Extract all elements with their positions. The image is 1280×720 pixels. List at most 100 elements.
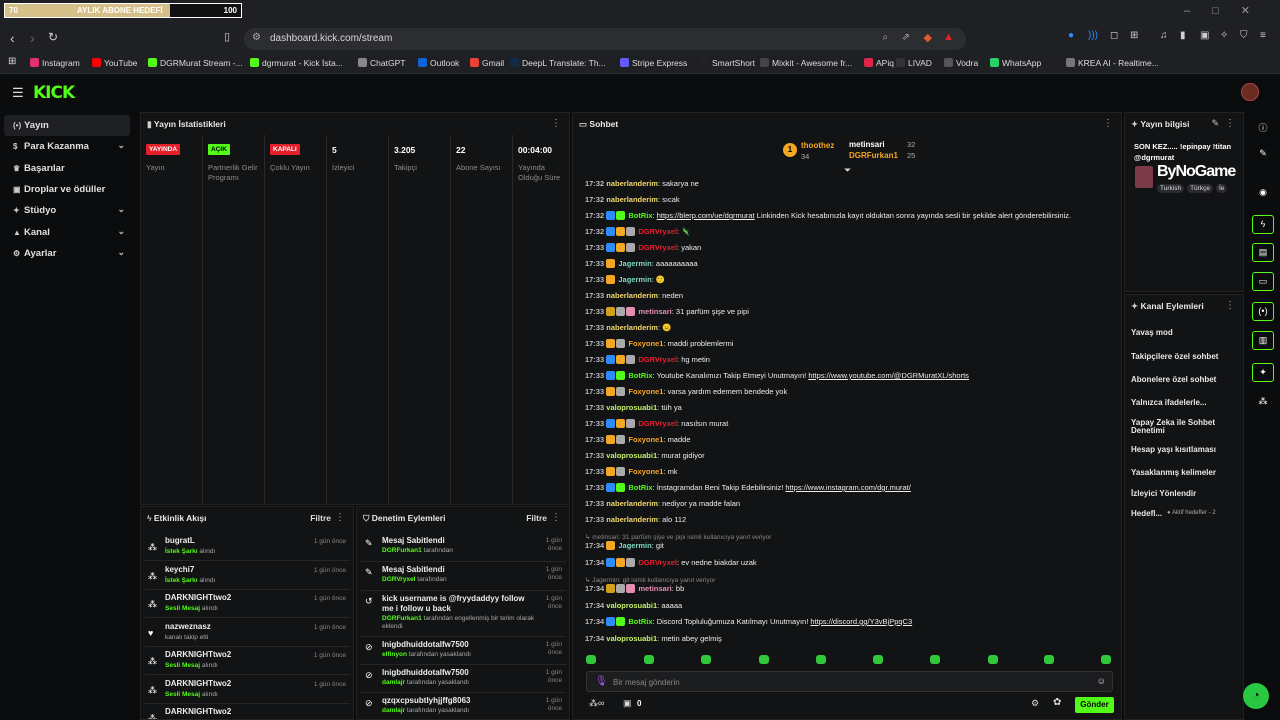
bookmark-item[interactable]: YouTube [92, 58, 137, 68]
message-link[interactable]: https://www.instagram.com/dgr.murat/ [785, 483, 911, 492]
chat-username[interactable]: metinsari [638, 584, 672, 593]
chat-username[interactable]: valoprosuabi1 [606, 403, 658, 412]
sidebar-item[interactable]: (•) Yayın [4, 115, 130, 136]
microphone-icon[interactable]: 🎙 [595, 676, 608, 687]
chat-settings-icon[interactable]: ⚙ [1031, 698, 1040, 708]
channel-action-item[interactable]: Hedefl...● Aktif hedefler - 2› [1131, 509, 1243, 518]
menu-icon[interactable]: ≡ [1260, 30, 1266, 41]
chat-username[interactable]: Foxyone1 [628, 387, 664, 396]
chat-username[interactable]: BotRix [628, 483, 653, 492]
chat-message[interactable]: 17:33 Foxyone1: madde [585, 435, 691, 444]
chat-message[interactable]: 17:33 BotRix: Youtube Kanalımızı Takip E… [585, 371, 969, 380]
moderation-item[interactable]: ⊘ lnigbdhuiddotalfw7500 elfinyon tarafında… [361, 637, 566, 665]
emote-icon[interactable] [644, 655, 654, 664]
chat-username[interactable]: naberlanderim [606, 499, 658, 508]
emote-icon[interactable] [1044, 655, 1054, 664]
apps-icon[interactable]: ⊞ [8, 56, 17, 67]
message-link[interactable]: https://blerp.com/ue/dgrmurat [656, 211, 755, 220]
activity-username[interactable]: nazweznasz [165, 621, 211, 631]
activity-username[interactable]: DARKNIGHTtwo2 [165, 650, 232, 659]
kick-logo[interactable]: KICK [33, 83, 75, 103]
sidebar-item[interactable]: ▣ Droplar ve ödüller [4, 179, 130, 200]
chat-message[interactable]: 17:33 valoprosuabi1: tüh ya [585, 403, 682, 412]
chat-message[interactable]: 17:34 valoprosuabi1: aaaaa [585, 600, 683, 610]
moderation-item[interactable]: ✎ Mesaj Sabitlendi DGRVryxel tarafından 1 g… [361, 562, 566, 591]
media-icon[interactable]: ♫ [1160, 30, 1168, 41]
chat-username[interactable]: Jagermin [618, 541, 652, 550]
activity-item[interactable]: ⁂ DARKNIGHTtwo2 Sesli Mesaj alındı 1 gün ön… [145, 647, 350, 675]
channel-action-item[interactable]: Abonelere özel sohbet [1131, 375, 1243, 384]
chat-username[interactable]: valoprosuabi1 [606, 451, 658, 460]
sidebar-item[interactable]: ♛ Başarılar [4, 158, 130, 179]
chat-message[interactable]: 17:33 Jagermin: 🙂 [585, 275, 666, 284]
chat-message[interactable]: 17:33 DGRVryxel: yakan [585, 243, 702, 252]
bookmark-item[interactable]: Outlook [418, 58, 459, 68]
info-icon[interactable]: ⓘ [1258, 123, 1268, 133]
chat-username[interactable]: naberlanderim [606, 195, 658, 204]
chat-username[interactable]: naberlanderim [606, 515, 658, 524]
bookmark-item[interactable]: DGRMurat Stream -... [148, 58, 243, 68]
note-icon[interactable]: ▤ [1252, 243, 1274, 262]
activity-item[interactable]: ⁂ DARKNIGHTtwo2 Sesli Mesaj alındı 1 gün ön… [145, 590, 350, 618]
emote-icon[interactable] [586, 655, 596, 664]
activity-item[interactable]: ⁂ DARKNIGHTtwo2 Sesli Mesaj alındı 1 gün ön… [145, 676, 350, 704]
window-controls[interactable]: –□✕ [1184, 5, 1272, 17]
activity-item[interactable]: ♥ nazweznasz kanalı takip etti 1 gün önce [145, 619, 350, 647]
chat-username[interactable]: BotRix [628, 371, 653, 380]
gift-icon[interactable]: ▣ [623, 698, 632, 708]
lightning-icon[interactable]: ϟ [1252, 215, 1274, 234]
activity-item[interactable]: ⁂ keychi7 İstek Şarkı alındı 1 gün önce [145, 562, 350, 590]
edit-icon[interactable]: ✎ [1259, 148, 1267, 158]
chat-message[interactable]: 17:33 valoprosuabi1: murat gidiyor [585, 451, 705, 460]
top-gifter-2[interactable]: metinsari [849, 140, 885, 149]
bookmark-item[interactable]: KREA AI - Realtime... [1066, 58, 1159, 68]
bookmark-item[interactable]: ChatGPT [358, 58, 405, 68]
bookmark-item[interactable]: Stripe Express [620, 58, 687, 68]
sidebar-item[interactable]: ✦ Stüdyo ⌄ [4, 200, 130, 221]
chat-message[interactable]: 17:34 metinsari: bb [585, 584, 685, 593]
forward-icon[interactable]: › [30, 30, 35, 46]
chat-message[interactable]: 17:32 DGRVryxel: 🦎 [585, 227, 691, 236]
chat-message[interactable]: 17:34 valoprosuabi1: metin abey gelmiş [585, 633, 722, 643]
chat-message[interactable]: 17:34 BotRix: Discord Topluluğumuza Katı… [585, 617, 913, 626]
zoom-icon[interactable]: ⌕ [882, 32, 888, 43]
activity-item[interactable]: ⁂ DARKNIGHTtwo2 [145, 704, 350, 719]
message-link[interactable]: https://www.youtube.com/@DGRMuratXL/shor… [808, 371, 969, 380]
emote-icon[interactable] [759, 655, 769, 664]
channel-action-item[interactable]: Yavaş mod› [1131, 328, 1243, 337]
activity-username[interactable]: DARKNIGHTtwo2 [165, 707, 232, 716]
moderation-item[interactable]: ✎ Mesaj Sabitlendi DGRFurkan1 tarafından 1 … [361, 533, 566, 562]
chat-message[interactable]: 17:34 DGRVryxel: ev nedne biakdar uzak [585, 557, 757, 567]
chat-message[interactable]: 17:32 naberlanderim: sakarya ne [585, 179, 699, 188]
channel-action-item[interactable]: Yalnızca ifadelerle... [1131, 398, 1243, 407]
activity-username[interactable]: DARKNIGHTtwo2 [165, 678, 232, 688]
sidebar-item[interactable]: ▲ Kanal ⌄ [4, 222, 130, 243]
moderation-item[interactable]: ⊘ lnigbdhuiddotalfw7500 damlajr tarafından… [361, 665, 566, 693]
chat-message[interactable]: 17:33 naberlanderim: nediyor ya madde fa… [585, 499, 741, 508]
stream-tag[interactable]: İe [1215, 184, 1228, 193]
chat-username[interactable]: valoprosuabi1 [606, 600, 658, 610]
channel-action-item[interactable]: Takipçilere özel sohbet› [1131, 352, 1243, 361]
stream-tag[interactable]: Türkçe [1187, 184, 1213, 193]
bookmark-item[interactable]: LIVAD [896, 58, 932, 68]
chat-username[interactable]: metinsari [638, 307, 672, 316]
bookmark-item[interactable]: WhatsApp [990, 58, 1041, 68]
chat-message[interactable]: 17:33 naberlanderim: 😐 [585, 323, 672, 332]
bookmark-item[interactable]: dgrmurat - Kick İsta... [250, 58, 343, 68]
chat-username[interactable]: Jagermin [618, 275, 652, 284]
moderation-item[interactable]: ↺ kick username is @fryydaddyy follow me … [361, 591, 566, 637]
chat-username[interactable]: valoprosuabi1 [606, 633, 658, 643]
chat-username[interactable]: Jagermin [618, 259, 652, 268]
chat-message[interactable]: 17:33 metinsari: 31 parfüm şişe ve pipi [585, 307, 749, 316]
chat-message[interactable]: 17:33 naberlanderim: neden [585, 291, 683, 300]
bookmark-item[interactable]: SmartShort [700, 58, 755, 68]
emoji-icon[interactable]: ☺ [1096, 676, 1106, 686]
chat-username[interactable]: naberlanderim [606, 179, 658, 188]
more-icon[interactable]: ⋮ [551, 118, 561, 129]
bookmark-item[interactable]: Mixkit - Awesome fr... [760, 58, 852, 68]
chat-message[interactable]: 17:32 naberlanderim: sıcak [585, 195, 680, 204]
chat-message[interactable]: 17:33 naberlanderim: alo 112 [585, 515, 687, 524]
sidebar-item[interactable]: $ Para Kazanma ⌄ [4, 136, 130, 157]
url-text[interactable]: dashboard.kick.com/stream [270, 33, 393, 44]
activity-filter-button[interactable]: Filtre [310, 513, 331, 523]
